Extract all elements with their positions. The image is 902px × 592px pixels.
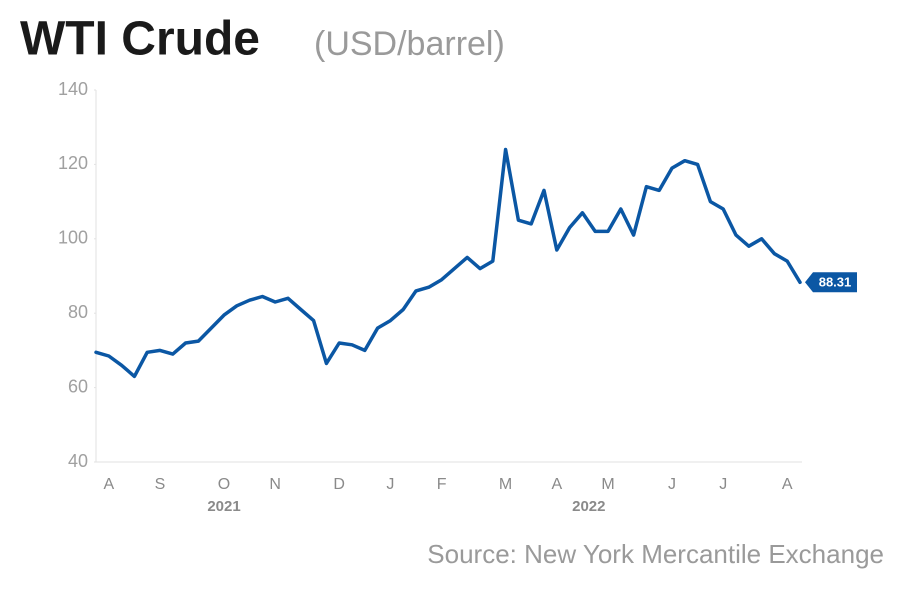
y-tick-label: 140 [58, 79, 88, 99]
year-label: 2021 [207, 498, 240, 515]
x-tick-label: F [437, 476, 447, 493]
y-tick-label: 40 [68, 451, 88, 471]
source: Source: New York Mercantile Exchange [427, 539, 884, 569]
y-tick-label: 60 [68, 376, 88, 396]
end-label: 88.31 [819, 275, 852, 290]
year-label: 2022 [572, 498, 605, 515]
x-tick-label: A [551, 476, 562, 493]
x-tick-label: M [499, 476, 512, 493]
x-tick-label: A [103, 476, 114, 493]
x-tick-label: A [782, 476, 793, 493]
x-tick-label: O [218, 476, 230, 493]
chart-subtitle: (USD/barrel) [314, 25, 505, 63]
y-tick-label: 100 [58, 228, 88, 248]
x-tick-label: J [668, 476, 676, 493]
y-tick-label: 120 [58, 153, 88, 173]
x-tick-label: S [155, 476, 166, 493]
x-tick-label: D [333, 476, 345, 493]
chart-title: WTI Crude [20, 13, 260, 66]
x-tick-label: J [719, 476, 727, 493]
y-tick-label: 80 [68, 302, 88, 322]
x-tick-label: M [601, 476, 614, 493]
price-line [94, 147, 802, 379]
end-label-box [805, 272, 857, 293]
x-tick-label: J [386, 476, 394, 493]
x-tick-label: N [269, 476, 281, 493]
